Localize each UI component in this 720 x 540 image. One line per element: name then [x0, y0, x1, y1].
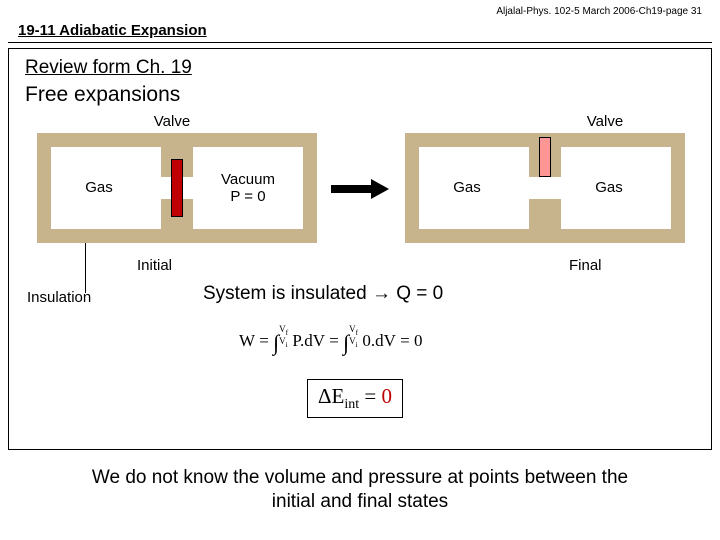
arrow-head — [371, 179, 389, 199]
arrow-shaft — [331, 185, 373, 193]
vacuum-line2: P = 0 — [203, 188, 293, 205]
valve-label-right: Valve — [575, 113, 635, 130]
initial-label: Initial — [137, 257, 172, 274]
eint-eq: = — [359, 384, 381, 408]
insulation-label: Insulation — [27, 289, 91, 306]
gas-label-final-right: Gas — [579, 179, 639, 196]
section-title: 19-11 Adiabatic Expansion — [18, 22, 207, 39]
bottom-line: We do not know the volume and pressure a… — [92, 467, 628, 512]
insulation-pointer — [85, 243, 86, 293]
eint-zero: 0 — [381, 384, 392, 408]
vacuum-label: Vacuum P = 0 — [203, 171, 293, 205]
gas-label-left: Gas — [69, 179, 129, 196]
page-header-right: Aljalal-Phys. 102-5 March 2006-Ch19-page… — [496, 6, 702, 17]
vacuum-line1: Vacuum — [203, 171, 293, 188]
bottom-note: We do not know the volume and pressure a… — [0, 466, 720, 514]
arrow-icon — [331, 179, 391, 199]
subtitle: Free expansions — [25, 83, 180, 107]
valve-closed-icon — [171, 159, 183, 217]
eint-sub: int — [344, 397, 359, 412]
valve-label-left: Valve — [142, 113, 202, 130]
passage-open — [529, 177, 561, 199]
system-insulated-text: System is insulated → Q = 0 — [203, 283, 443, 305]
work-equation: W = ∫VfVi P.dV = ∫VfVi 0.dV = 0 — [239, 325, 423, 356]
rule — [8, 42, 712, 43]
content-box: Review form Ch. 19 Free expansions Valve… — [8, 48, 712, 450]
delta-eint-box: ΔEint = 0 — [307, 379, 403, 418]
delta-eint-symbol: ΔE — [318, 384, 344, 408]
final-label: Final — [569, 257, 602, 274]
valve-open-icon — [539, 137, 551, 177]
gas-label-final-left: Gas — [437, 179, 497, 196]
review-heading: Review form Ch. 19 — [25, 57, 192, 79]
